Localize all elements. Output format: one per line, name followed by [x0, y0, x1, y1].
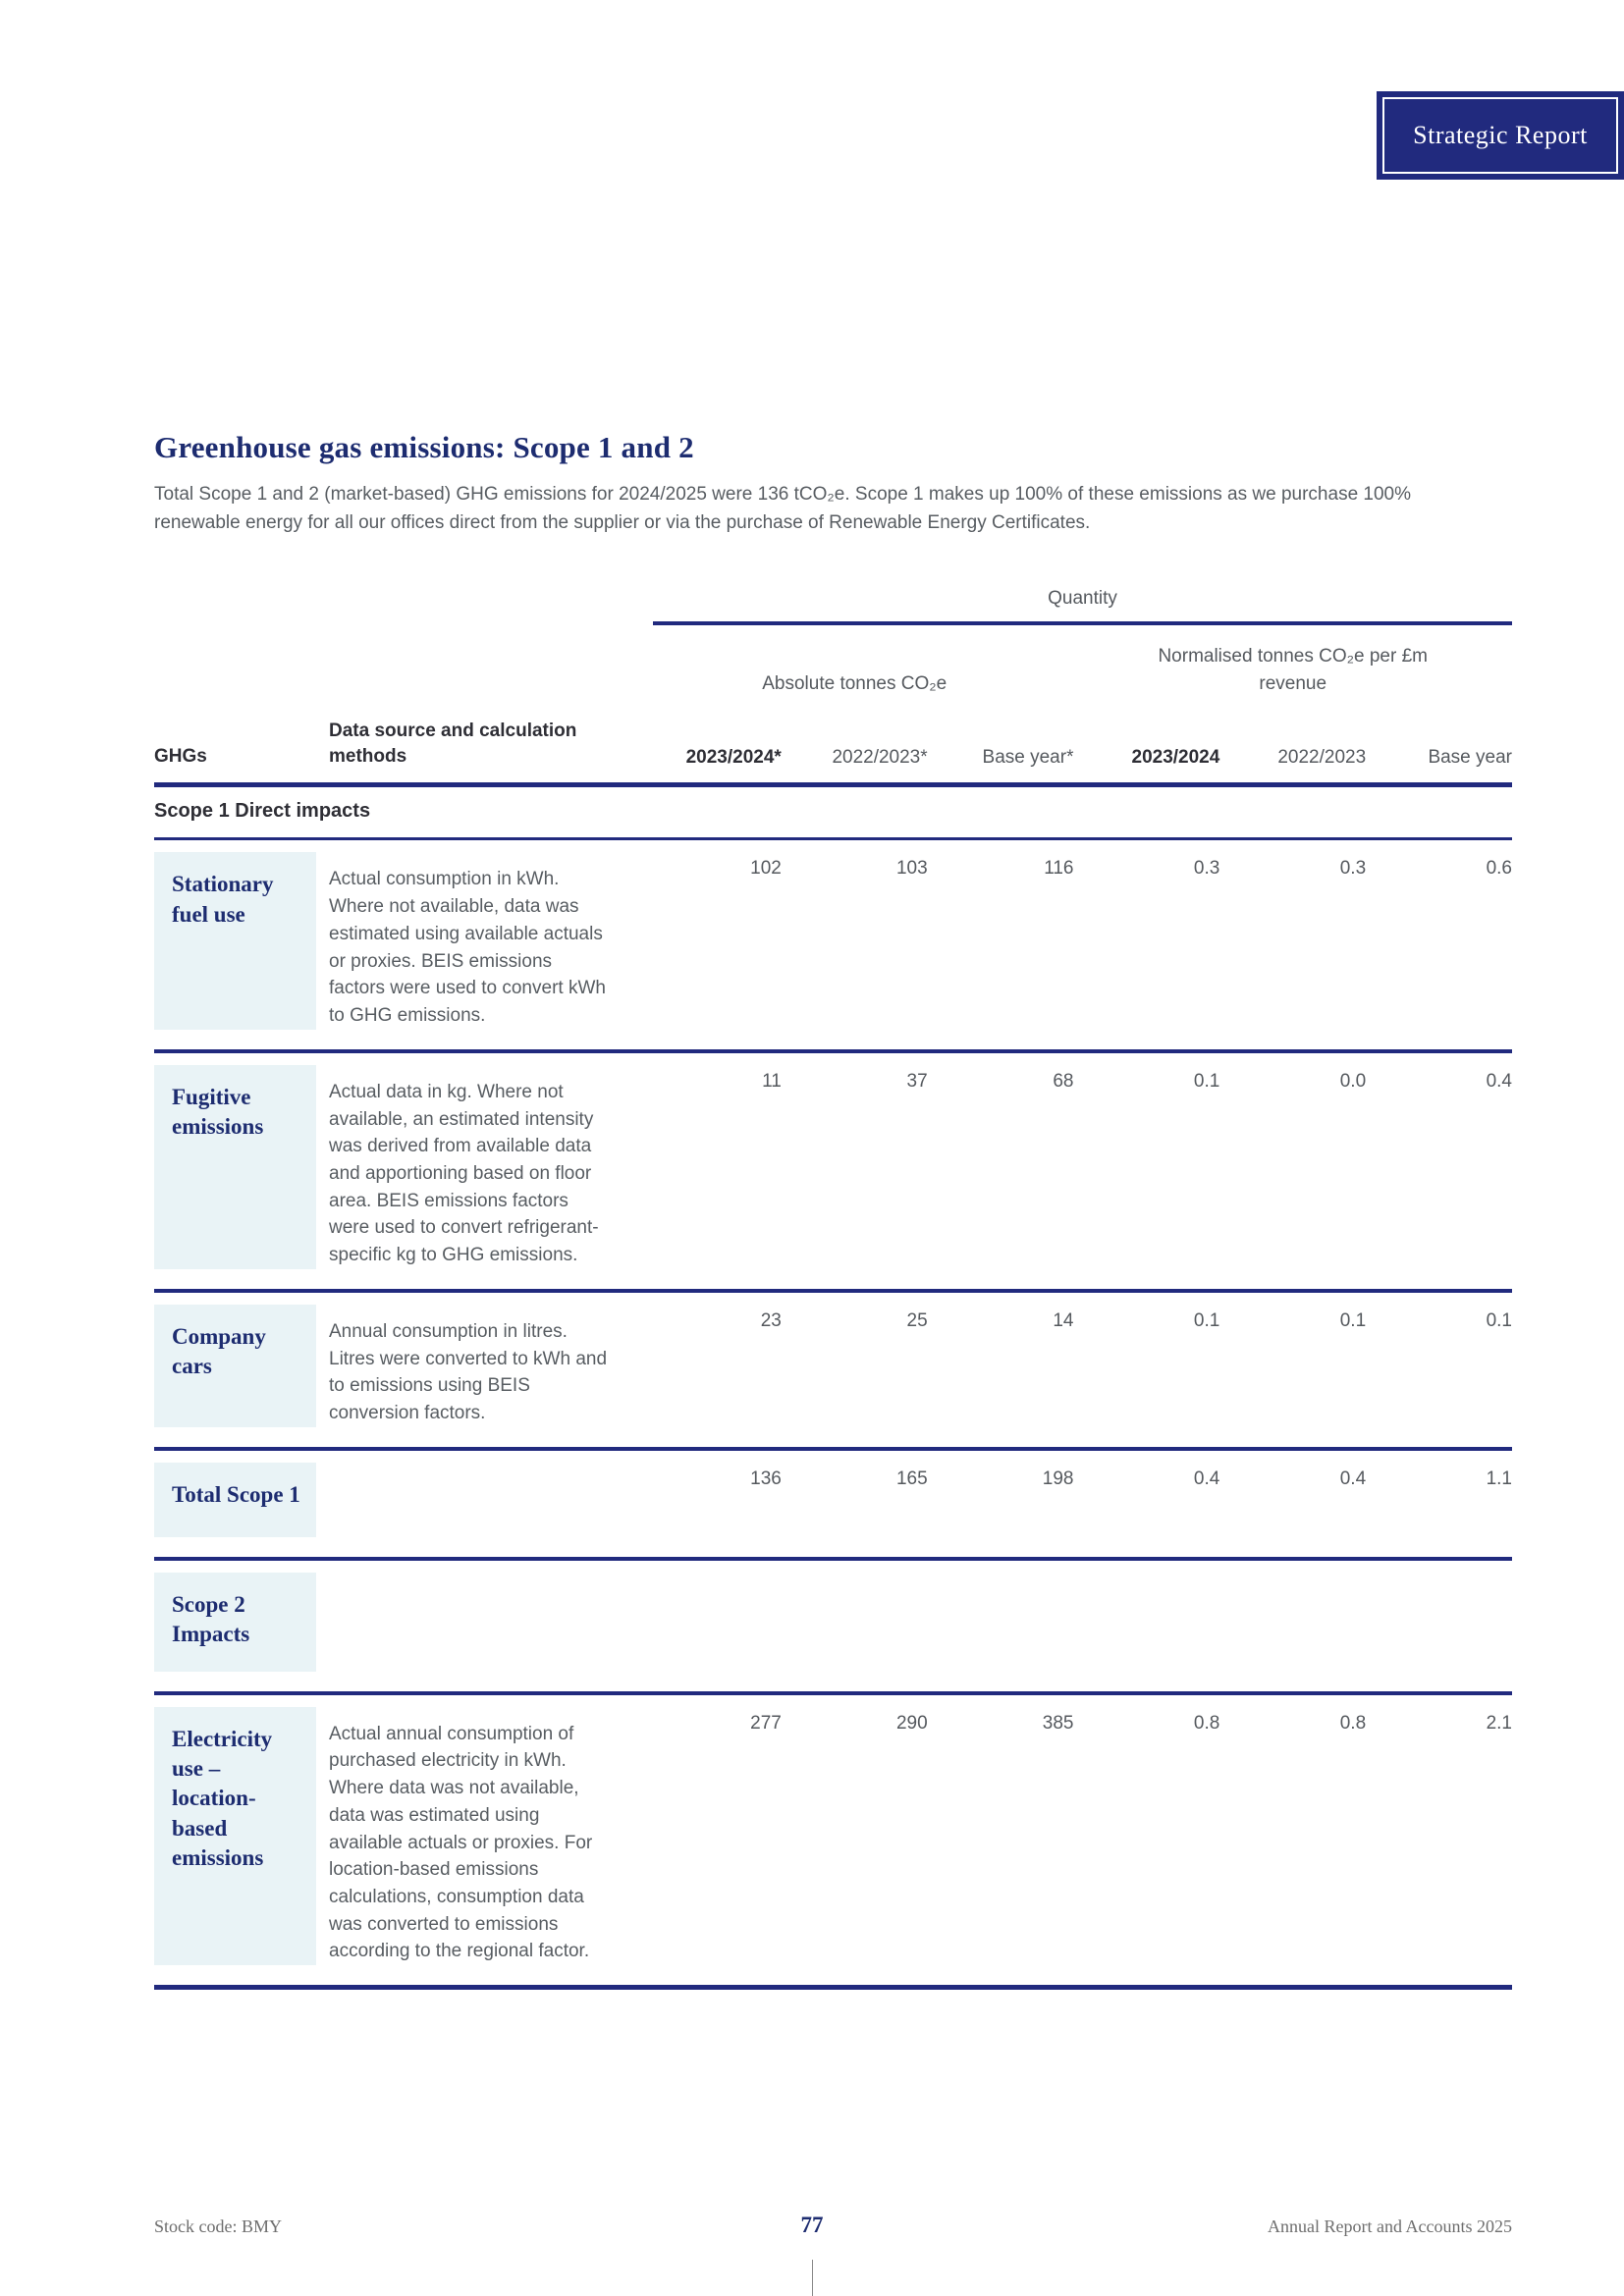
table-header: Quantity Absolute tonnes CO₂e Normalised…	[154, 588, 1512, 788]
page-title: Greenhouse gas emissions: Scope 1 and 2	[154, 430, 694, 464]
row-method-text: Actual consumption in kWh. Where not ava…	[329, 869, 606, 1027]
table-row: Stationary fuel use Actual consumption i…	[154, 840, 1512, 1048]
section-badge-frame: Strategic Report	[1382, 97, 1618, 174]
row-value-2022-2023-normalised	[1219, 1573, 1366, 1672]
row-value-2022-2023-normalised: 0.1	[1339, 1309, 1367, 1331]
page-content: Greenhouse gas emissions: Scope 1 and 2 …	[154, 0, 1512, 1991]
row-value-base-year-absolute: 385	[1042, 1712, 1074, 1734]
row-value-2022-2023-absolute: 103	[895, 858, 928, 880]
row-value-2023-2024-normalised: 0.3	[1193, 858, 1220, 880]
column-header-base-year-normalised: Base year	[1428, 747, 1512, 769]
row-value-2022-2023-normalised: 0.8	[1339, 1712, 1367, 1734]
row-value-2022-2023-normalised: 0.0	[1339, 1070, 1367, 1092]
row-value-2022-2023-absolute	[782, 1573, 928, 1672]
row-value-2022-2023-absolute: 25	[906, 1309, 928, 1331]
column-header-method: Data source and calculation methods	[329, 721, 577, 767]
intro-paragraph: Total Scope 1 and 2 (market-based) GHG e…	[154, 484, 1412, 533]
row-value-base-year-absolute	[928, 1573, 1074, 1672]
row-value-2023-2024-absolute: 11	[762, 1070, 782, 1092]
row-method-text	[329, 1573, 635, 1672]
column-header-base-year-absolute: Base year*	[982, 747, 1074, 769]
row-value-2022-2023-absolute: 165	[895, 1468, 928, 1489]
column-header-2023-2024-absolute: 2023/2024*	[685, 747, 782, 769]
row-ghg-label: Electricity use – location-based emissio…	[154, 1706, 316, 1966]
table-row: Total Scope 1 136 165 198 0.4 0.4 1.1	[154, 1446, 1512, 1557]
footer-report-name: Annual Report and Accounts 2025	[1268, 2216, 1512, 2236]
row-value-base-year-absolute: 14	[1053, 1309, 1074, 1331]
footer-crop-mark	[812, 2260, 813, 2296]
row-value-2023-2024-absolute: 277	[750, 1712, 782, 1734]
row-ghg-label: Company cars	[154, 1304, 316, 1427]
table-row: Electricity use – location-based emissio…	[154, 1690, 1512, 1991]
section-header-scope1: Scope 1 Direct impacts	[154, 787, 1512, 841]
group-header-normalised-text: Normalised tonnes CO₂e per £m revenue	[1158, 646, 1428, 694]
row-value-base-year-normalised	[1366, 1573, 1512, 1672]
column-header-2023-2024-normalised: 2023/2024	[1131, 747, 1220, 769]
row-value-base-year-absolute: 68	[1053, 1070, 1074, 1092]
row-method-text: Annual consumption in litres. Litres wer…	[329, 1320, 608, 1424]
group-header-normalised: Normalised tonnes CO₂e per £m revenue	[1073, 625, 1512, 697]
section-badge: Strategic Report	[1377, 91, 1624, 180]
row-value-2023-2024-normalised	[1073, 1573, 1219, 1672]
footer-stock-code: Stock code: BMY	[154, 2216, 282, 2236]
row-value-2022-2023-absolute: 290	[895, 1712, 928, 1734]
row-value-base-year-normalised: 0.4	[1486, 1070, 1512, 1092]
emissions-table: Quantity Absolute tonnes CO₂e Normalised…	[154, 588, 1512, 1991]
row-method-text: Actual data in kg. Where not available, …	[329, 1081, 599, 1266]
table-body: Stationary fuel use Actual consumption i…	[154, 840, 1512, 1991]
row-value-base-year-normalised: 1.1	[1486, 1468, 1512, 1489]
table-row: Company cars Annual consumption in litre…	[154, 1288, 1512, 1447]
row-value-2022-2023-absolute: 37	[906, 1070, 928, 1092]
row-value-2023-2024-normalised: 0.1	[1193, 1309, 1220, 1331]
row-value-base-year-normalised: 2.1	[1486, 1712, 1512, 1734]
column-header-2022-2023-normalised: 2022/2023	[1277, 747, 1367, 769]
row-value-base-year-absolute: 116	[1044, 858, 1074, 880]
section-badge-label: Strategic Report	[1413, 121, 1588, 149]
row-value-base-year-absolute: 198	[1042, 1468, 1074, 1489]
row-value-base-year-normalised: 0.6	[1486, 858, 1512, 880]
table-row: Fugitive emissions Actual data in kg. Wh…	[154, 1048, 1512, 1289]
row-value-2023-2024-absolute: 136	[750, 1468, 782, 1489]
quantity-spanner-label: Quantity	[653, 588, 1512, 625]
row-method-text	[329, 1463, 635, 1537]
row-ghg-label: Total Scope 1	[154, 1462, 316, 1537]
row-value-2023-2024-normalised: 0.4	[1193, 1468, 1220, 1489]
row-method-text: Actual annual consumption of purchased e…	[329, 1723, 593, 1962]
row-value-2023-2024-absolute: 102	[750, 858, 782, 880]
row-value-2023-2024-absolute	[635, 1573, 782, 1672]
table-row: Scope 2 Impacts	[154, 1556, 1512, 1691]
footer-page-number: 77	[800, 2213, 824, 2237]
row-value-2023-2024-normalised: 0.1	[1193, 1070, 1220, 1092]
row-value-2022-2023-normalised: 0.4	[1339, 1468, 1367, 1489]
row-value-2022-2023-normalised: 0.3	[1339, 858, 1367, 880]
row-value-base-year-normalised: 0.1	[1486, 1309, 1512, 1331]
row-ghg-label: Fugitive emissions	[154, 1064, 316, 1269]
row-ghg-label: Stationary fuel use	[154, 852, 316, 1030]
group-header-absolute: Absolute tonnes CO₂e	[762, 672, 947, 694]
row-value-2023-2024-normalised: 0.8	[1193, 1712, 1220, 1734]
row-ghg-label: Scope 2 Impacts	[154, 1572, 316, 1672]
column-header-2022-2023-absolute: 2022/2023*	[832, 747, 928, 769]
row-value-2023-2024-absolute: 23	[760, 1309, 782, 1331]
column-header-ghgs: GHGs	[154, 745, 207, 767]
